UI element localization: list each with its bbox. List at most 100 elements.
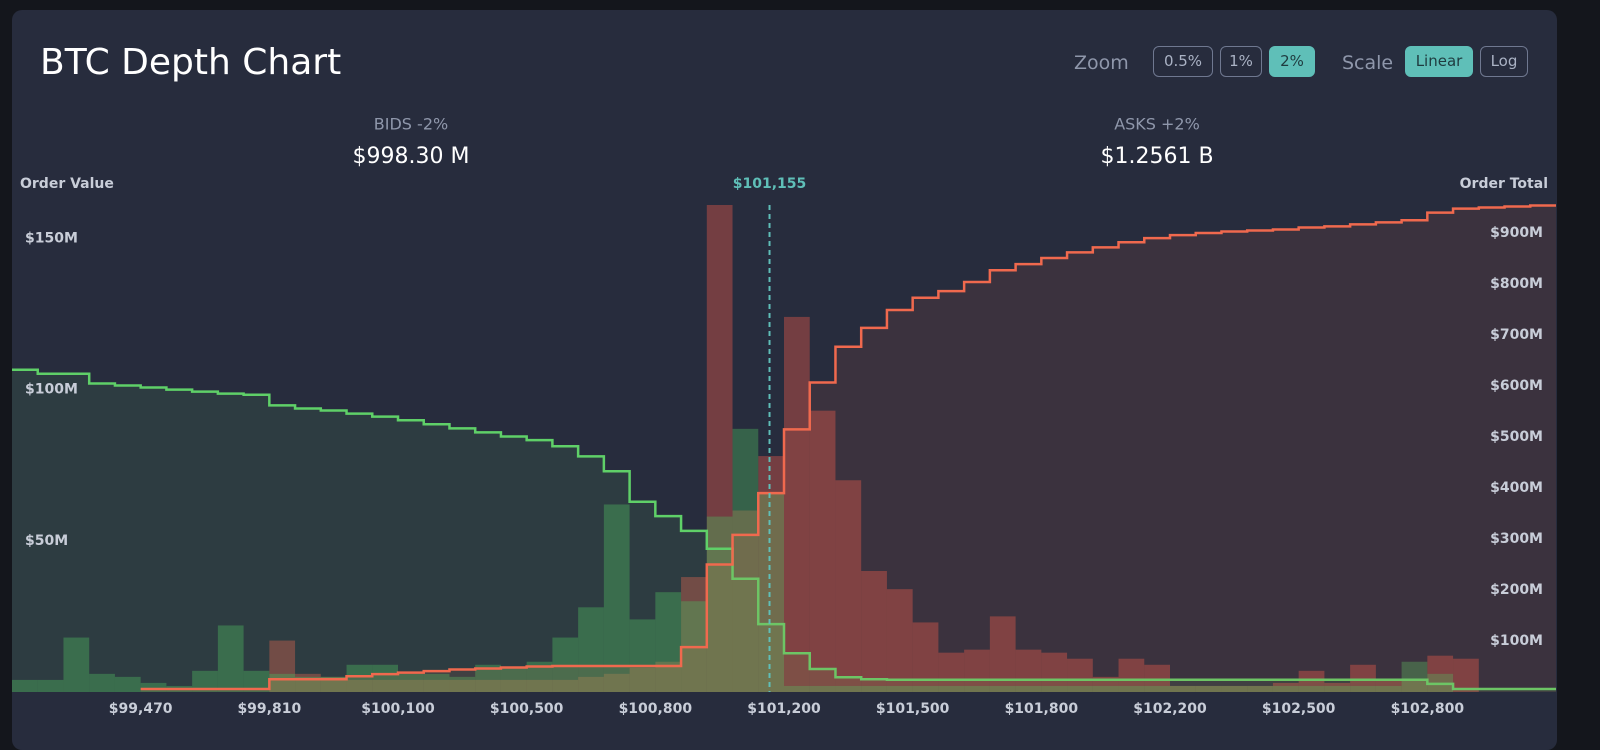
volume-bar	[346, 664, 373, 692]
volume-bar	[346, 679, 373, 692]
volume-bar	[681, 577, 707, 692]
volume-bar	[835, 480, 862, 692]
volume-bar	[861, 685, 887, 692]
volume-bar	[1221, 685, 1248, 692]
y2-tick-label: $600M	[1490, 378, 1543, 394]
volume-bar	[784, 316, 810, 692]
volume-bar	[269, 640, 296, 692]
y2-tick-label: $700M	[1490, 327, 1543, 343]
volume-bar	[758, 492, 784, 692]
y2-axis-title: Order Total	[1460, 176, 1548, 192]
volume-bar	[526, 679, 553, 692]
volume-bar	[758, 456, 784, 692]
y2-tick-label: $900M	[1490, 225, 1543, 241]
scale-option[interactable]: Log	[1480, 46, 1528, 77]
volume-bar	[1401, 679, 1428, 692]
volume-bar	[89, 673, 115, 692]
volume-bar	[1324, 682, 1351, 692]
title: BTC Depth Chart	[40, 42, 341, 83]
x-tick-label: $100,800	[619, 701, 693, 717]
volume-bar	[63, 637, 90, 692]
volume-bar	[1298, 670, 1325, 692]
volume-bar	[1247, 685, 1273, 692]
volume-bar	[552, 679, 579, 692]
volume-bar	[423, 673, 450, 692]
volume-bar	[1221, 685, 1248, 692]
volume-bar	[1067, 685, 1093, 692]
y-tick-label: $100M	[25, 382, 78, 398]
volume-bar	[938, 652, 965, 692]
volume-bar	[1350, 685, 1376, 692]
volume-bar	[320, 676, 347, 692]
volume-bar	[243, 670, 270, 692]
volume-bar	[1041, 685, 1068, 692]
volume-bar	[706, 516, 733, 692]
x-tick-label: $99,470	[109, 701, 173, 717]
y2-tick-label: $800M	[1490, 276, 1543, 292]
depth-line	[140, 204, 1556, 691]
scale-label: Scale	[1342, 52, 1394, 74]
volume-bar	[1453, 658, 1479, 692]
volume-bar	[372, 679, 398, 692]
volume-bar	[192, 670, 218, 692]
depth-area	[12, 369, 1556, 692]
volume-bar	[655, 592, 682, 692]
volume-bar	[423, 679, 450, 692]
volume-bar	[37, 679, 64, 692]
volume-bar	[706, 205, 733, 692]
zoom-label: Zoom	[1074, 52, 1129, 74]
volume-bar	[500, 679, 527, 692]
volume-bar	[964, 649, 990, 692]
x-tick-label: $102,800	[1391, 701, 1465, 717]
x-tick-label: $100,500	[490, 701, 564, 717]
volume-bar	[938, 685, 965, 692]
y2-tick-label: $400M	[1490, 480, 1543, 496]
scale-option[interactable]: Linear	[1405, 46, 1473, 77]
volume-bar	[1350, 664, 1376, 692]
volume-bar	[1247, 685, 1273, 692]
volume-bar	[886, 685, 913, 692]
volume-bar	[114, 676, 141, 692]
volume-bar	[809, 685, 836, 692]
zoom-option[interactable]: 2%	[1269, 46, 1315, 77]
volume-bar	[1375, 685, 1402, 692]
volume-bar	[1272, 685, 1299, 692]
volume-bar	[886, 589, 913, 692]
volume-bar	[372, 664, 398, 692]
x-tick-label: $100,100	[361, 701, 435, 717]
volume-bar	[1118, 658, 1145, 692]
volume-bar	[1375, 679, 1402, 692]
volume-bar	[964, 685, 990, 692]
volume-bar	[1170, 685, 1196, 692]
volume-bar	[1427, 655, 1454, 692]
volume-bar	[1015, 649, 1042, 692]
volume-bar	[809, 410, 836, 692]
volume-bar	[1195, 685, 1222, 692]
volume-bar	[1324, 685, 1351, 692]
y-tick-label: $50M	[25, 533, 68, 549]
x-tick-label: $101,200	[747, 701, 821, 717]
bids-label: BIDS -2%	[374, 115, 448, 134]
volume-bar	[217, 625, 244, 692]
volume-bar	[398, 679, 424, 692]
volume-bar	[475, 679, 501, 692]
zoom-option[interactable]: 0.5%	[1153, 46, 1213, 77]
y2-tick-label: $100M	[1490, 633, 1543, 649]
volume-bar	[320, 676, 347, 692]
volume-bar	[989, 685, 1016, 692]
volume-bar	[578, 676, 604, 692]
y-axis-title: Order Value	[20, 176, 114, 192]
bids-value: $998.30 M	[353, 144, 470, 169]
y2-tick-label: $500M	[1490, 429, 1543, 445]
zoom-option[interactable]: 1%	[1220, 46, 1262, 77]
y-tick-label: $150M	[25, 230, 78, 246]
mid-price-label: $101,155	[733, 176, 807, 192]
volume-bar	[1401, 661, 1428, 692]
volume-bar	[603, 504, 630, 692]
volume-bar	[1041, 652, 1068, 692]
volume-bar	[629, 619, 656, 692]
volume-bar	[12, 679, 38, 692]
volume-bar	[912, 685, 939, 692]
volume-bar	[1298, 685, 1325, 692]
